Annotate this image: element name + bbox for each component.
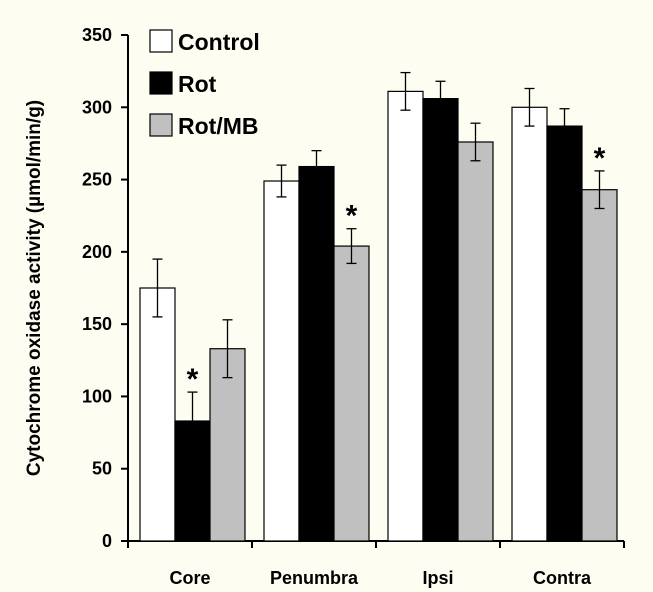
y-tick-label: 50 — [92, 459, 112, 479]
y-tick-label: 350 — [82, 25, 112, 45]
bar-rot-penumbra — [298, 165, 335, 542]
y-tick-label: 100 — [82, 386, 112, 406]
y-axis-title: Cytochrome oxidase activity (µmol/min/g) — [24, 100, 45, 476]
legend-label-control: Control — [178, 29, 260, 55]
bar-rot-contra — [546, 125, 583, 542]
bar-control-ipsi — [387, 90, 424, 542]
x-category-label: Penumbra — [270, 568, 359, 588]
bar-rot-mb-penumbra — [333, 245, 370, 542]
y-tick-label: 250 — [82, 170, 112, 190]
significance-mark: * — [346, 200, 358, 233]
y-tick-label: 300 — [82, 97, 112, 117]
x-category-label: Contra — [533, 568, 592, 588]
bar-control-core — [139, 287, 176, 542]
x-category-label: Core — [169, 568, 210, 588]
significance-mark: * — [594, 142, 606, 175]
bar-rot-mb-contra — [581, 189, 618, 542]
bar-rot-mb-ipsi — [457, 141, 494, 542]
bar-rot-mb-core — [209, 348, 246, 542]
legend-swatch-rot-mb — [149, 113, 173, 137]
y-tick-label: 0 — [102, 531, 112, 551]
legend-label-rot-mb: Rot/MB — [178, 113, 258, 139]
legend-swatch-rot — [149, 71, 173, 95]
bar-rot-ipsi — [422, 98, 459, 542]
y-tick-label: 150 — [82, 314, 112, 334]
legend-swatch-control — [149, 29, 173, 53]
bar-control-contra — [511, 106, 548, 542]
legend-label-rot: Rot — [178, 71, 217, 97]
bar-control-penumbra — [263, 180, 300, 542]
y-tick-label: 200 — [82, 242, 112, 262]
significance-mark: * — [187, 363, 199, 396]
x-category-label: Ipsi — [422, 568, 453, 588]
